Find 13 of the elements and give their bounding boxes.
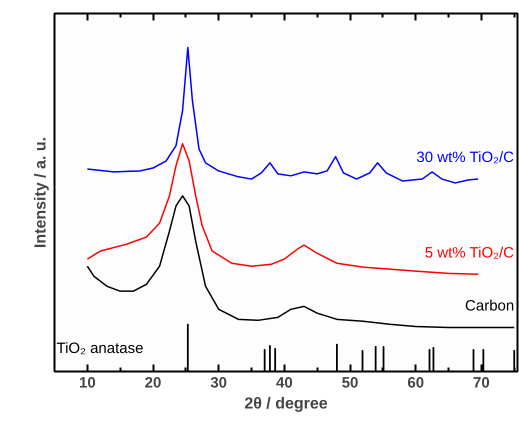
x-tick-label: 50	[342, 374, 358, 392]
text: TiO₂ anatase	[56, 340, 144, 357]
x-tick-label: 20	[144, 374, 162, 392]
x-tick-label: 10	[78, 374, 96, 392]
x-tick-label: 30	[210, 374, 228, 392]
x-tick-label: 40	[276, 374, 293, 392]
series-label: 5 wt% TiO₂/C	[424, 244, 514, 262]
x-tick-label: 60	[407, 374, 424, 392]
x-axis-title: 2θ / degree	[244, 396, 328, 412]
x-tick-label: 70	[473, 374, 490, 392]
series-label: Carbon	[465, 297, 514, 314]
y-axis-title: Intensity / a. u.	[32, 136, 50, 248]
series-label: 30 wt% TiO₂/C	[416, 149, 514, 166]
